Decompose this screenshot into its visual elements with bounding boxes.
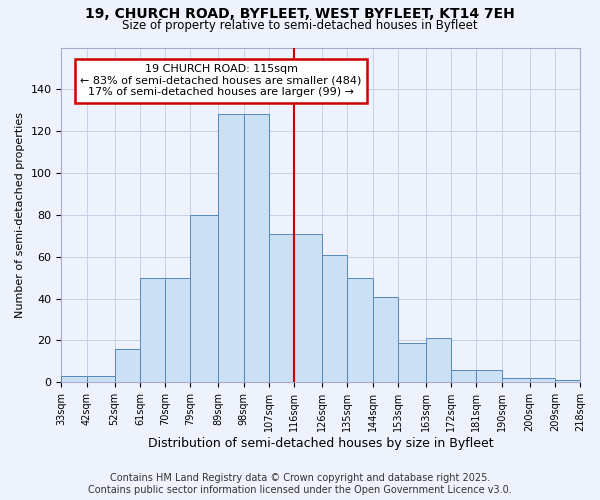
Bar xyxy=(398,342,426,382)
Text: 19 CHURCH ROAD: 115sqm
← 83% of semi-detached houses are smaller (484)
17% of se: 19 CHURCH ROAD: 115sqm ← 83% of semi-det… xyxy=(80,64,362,98)
Bar xyxy=(476,370,502,382)
Bar xyxy=(347,278,373,382)
Text: Size of property relative to semi-detached houses in Byfleet: Size of property relative to semi-detach… xyxy=(122,18,478,32)
Bar xyxy=(269,234,294,382)
Text: Contains HM Land Registry data © Crown copyright and database right 2025.
Contai: Contains HM Land Registry data © Crown c… xyxy=(88,474,512,495)
Bar xyxy=(373,296,398,382)
X-axis label: Distribution of semi-detached houses by size in Byfleet: Distribution of semi-detached houses by … xyxy=(148,437,494,450)
Bar xyxy=(294,234,322,382)
Bar xyxy=(190,215,218,382)
Bar xyxy=(61,376,86,382)
Text: 19, CHURCH ROAD, BYFLEET, WEST BYFLEET, KT14 7EH: 19, CHURCH ROAD, BYFLEET, WEST BYFLEET, … xyxy=(85,8,515,22)
Bar xyxy=(140,278,165,382)
Y-axis label: Number of semi-detached properties: Number of semi-detached properties xyxy=(15,112,25,318)
Bar xyxy=(426,338,451,382)
Bar xyxy=(322,254,347,382)
Bar xyxy=(555,380,580,382)
Bar xyxy=(165,278,190,382)
Bar xyxy=(86,376,115,382)
Bar xyxy=(115,349,140,382)
Bar xyxy=(244,114,269,382)
Bar xyxy=(502,378,530,382)
Bar xyxy=(218,114,244,382)
Bar xyxy=(530,378,555,382)
Bar xyxy=(451,370,476,382)
